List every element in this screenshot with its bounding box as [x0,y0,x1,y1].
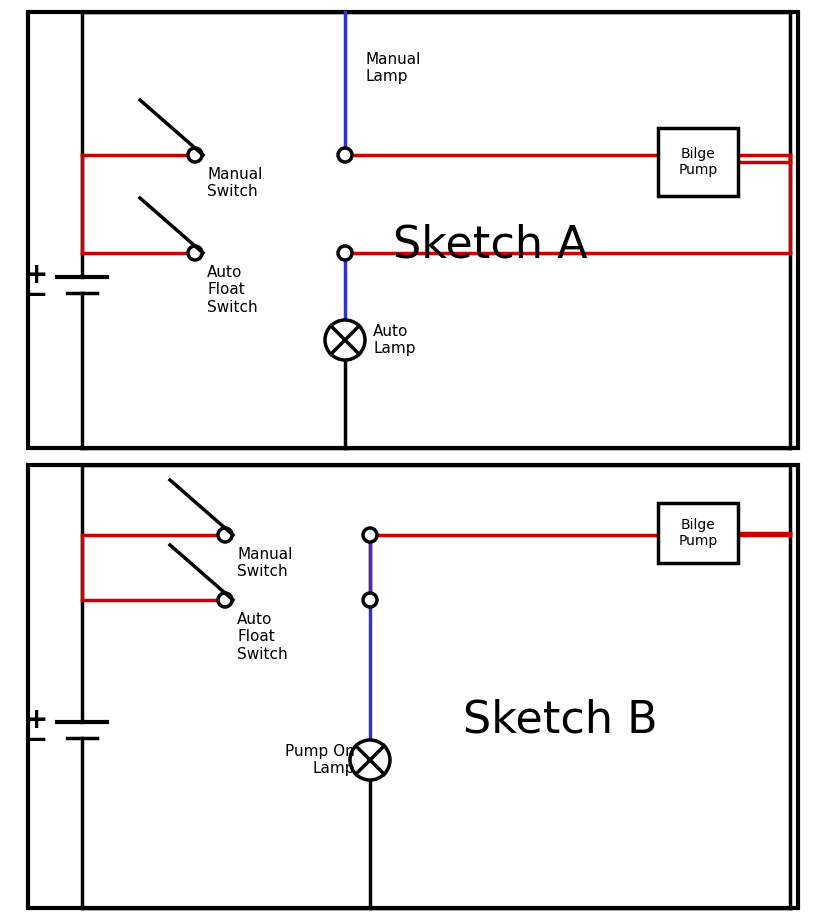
Circle shape [218,528,232,542]
FancyBboxPatch shape [658,128,738,196]
FancyBboxPatch shape [658,503,738,563]
Bar [28,465,798,908]
Text: Bilge
Pump: Bilge Pump [678,518,718,548]
Circle shape [338,148,352,162]
Text: Manual
Lamp: Manual Lamp [365,51,420,84]
Text: −: − [25,726,48,754]
Circle shape [188,148,202,162]
Text: Auto
Float
Switch: Auto Float Switch [237,612,288,662]
Text: +: + [25,261,48,289]
Circle shape [363,528,377,542]
Bar [28,12,798,448]
Text: Manual
Switch: Manual Switch [237,547,293,579]
Text: Bilge
Pump: Bilge Pump [678,147,718,177]
Circle shape [350,740,390,780]
Text: −: − [25,281,48,309]
Text: Auto
Lamp: Auto Lamp [373,324,415,356]
Text: Sketch B: Sketch B [463,699,658,742]
Text: Manual
Switch: Manual Switch [207,167,262,199]
Text: Sketch A: Sketch A [393,223,587,266]
Circle shape [363,593,377,607]
Circle shape [338,246,352,260]
Text: Auto
Float
Switch: Auto Float Switch [207,265,257,315]
Text: +: + [25,706,48,734]
Circle shape [218,593,232,607]
Circle shape [188,246,202,260]
Text: Pump On
Lamp: Pump On Lamp [285,744,355,777]
Circle shape [325,320,365,360]
